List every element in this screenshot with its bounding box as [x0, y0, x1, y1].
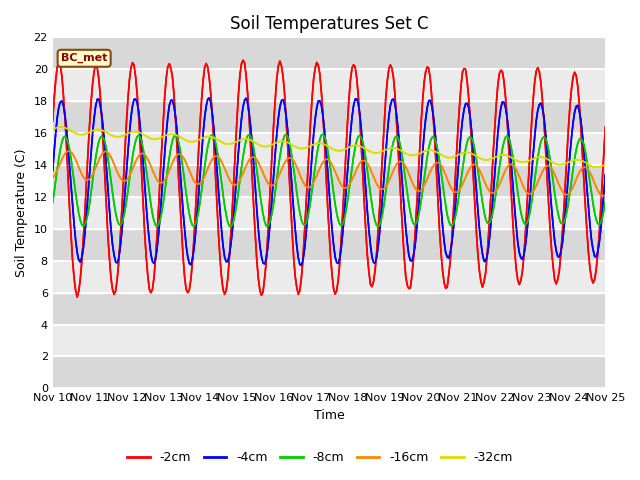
Y-axis label: Soil Temperature (C): Soil Temperature (C): [15, 149, 28, 277]
X-axis label: Time: Time: [314, 409, 344, 422]
-16cm: [383, 181, 391, 187]
-32cm: [536, 154, 543, 160]
Line: -4cm: -4cm: [52, 98, 605, 265]
Line: -8cm: -8cm: [52, 134, 605, 227]
-8cm: [385, 166, 393, 171]
-16cm: [365, 163, 372, 169]
-32cm: [383, 146, 391, 152]
-2cm: [239, 57, 247, 63]
-8cm: [64, 140, 72, 145]
-8cm: [319, 131, 326, 137]
Title: Soil Temperatures Set C: Soil Temperatures Set C: [230, 15, 428, 33]
-8cm: [367, 191, 374, 197]
Bar: [52, 165, 605, 197]
-2cm: [367, 282, 374, 288]
-4cm: [152, 256, 159, 262]
Bar: [52, 133, 605, 165]
-32cm: [365, 148, 372, 154]
-4cm: [298, 263, 305, 268]
Bar: [52, 261, 605, 293]
-16cm: [598, 193, 606, 199]
Bar: [52, 101, 605, 133]
-16cm: [49, 175, 56, 180]
-4cm: [367, 242, 374, 248]
-8cm: [537, 139, 545, 145]
-4cm: [602, 172, 609, 178]
-32cm: [66, 127, 74, 133]
-8cm: [602, 199, 609, 204]
-2cm: [64, 174, 72, 180]
-8cm: [152, 222, 159, 228]
-2cm: [602, 124, 609, 130]
Bar: [52, 357, 605, 388]
-32cm: [592, 164, 600, 170]
-16cm: [64, 148, 72, 154]
-4cm: [49, 168, 56, 174]
-32cm: [396, 147, 403, 153]
-2cm: [537, 79, 545, 85]
-16cm: [66, 148, 74, 154]
-2cm: [397, 203, 405, 208]
-32cm: [602, 162, 609, 168]
-2cm: [74, 294, 81, 300]
Line: -16cm: -16cm: [52, 151, 605, 196]
Line: -32cm: -32cm: [52, 127, 605, 167]
-32cm: [49, 127, 56, 132]
-4cm: [64, 144, 72, 149]
-4cm: [397, 166, 405, 171]
-4cm: [537, 100, 545, 106]
Bar: [52, 69, 605, 101]
-16cm: [602, 192, 609, 198]
Bar: [52, 229, 605, 261]
-8cm: [397, 147, 405, 153]
Bar: [52, 197, 605, 229]
-8cm: [49, 200, 56, 205]
-8cm: [227, 224, 235, 230]
Legend: -2cm, -4cm, -8cm, -16cm, -32cm: -2cm, -4cm, -8cm, -16cm, -32cm: [122, 446, 518, 469]
-16cm: [153, 177, 161, 182]
-2cm: [49, 118, 56, 124]
-16cm: [536, 176, 543, 181]
Bar: [52, 324, 605, 357]
-16cm: [396, 158, 403, 164]
Bar: [52, 37, 605, 69]
-4cm: [205, 95, 213, 101]
Bar: [52, 293, 605, 324]
-4cm: [385, 114, 393, 120]
Text: BC_met: BC_met: [61, 53, 108, 63]
-2cm: [153, 232, 161, 238]
Line: -2cm: -2cm: [52, 60, 605, 297]
-32cm: [56, 124, 64, 130]
-2cm: [385, 66, 393, 72]
-32cm: [153, 136, 161, 142]
